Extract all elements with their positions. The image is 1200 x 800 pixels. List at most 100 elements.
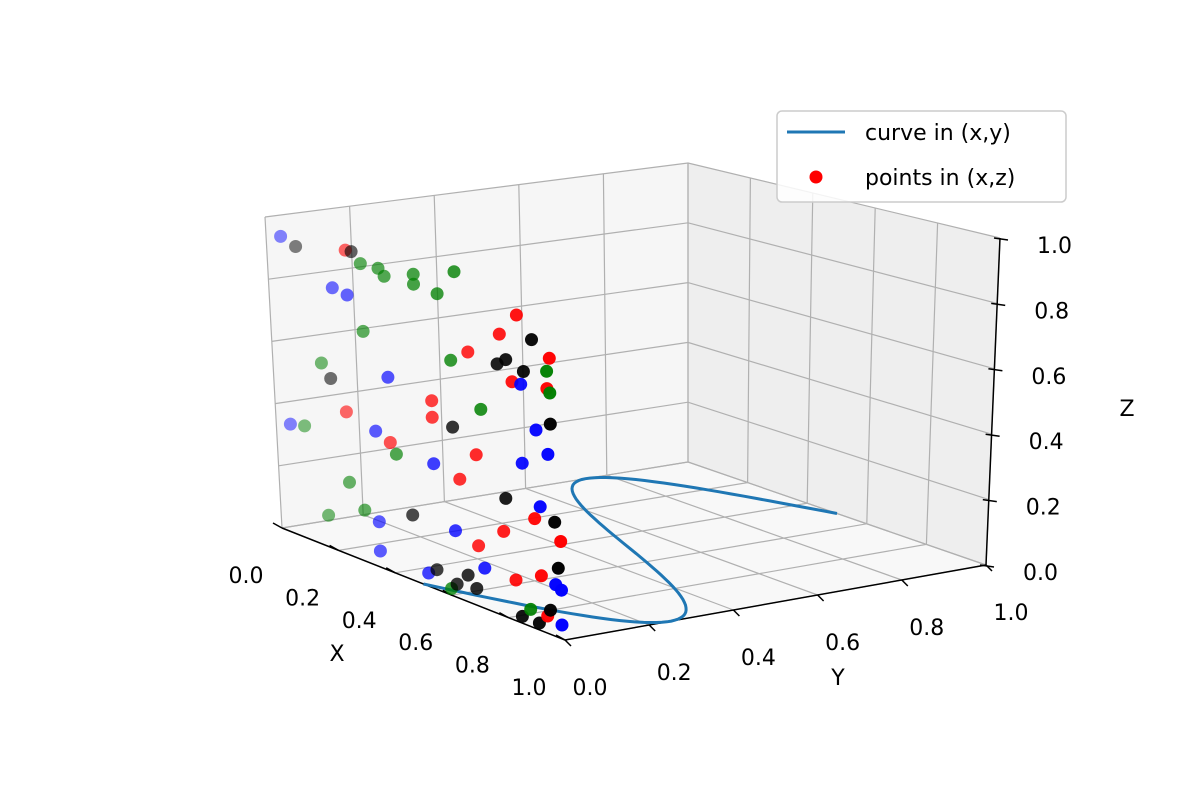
legend-label-points: points in (x,z)	[865, 166, 1015, 191]
grid-line-y	[602, 173, 903, 581]
scatter-point	[407, 277, 420, 291]
x-tick	[499, 611, 509, 619]
scatter-point	[314, 356, 328, 370]
scatter-point	[529, 423, 543, 437]
y-tick	[732, 609, 740, 617]
scatter-point	[339, 405, 353, 419]
tick-labels: 0.0 0.0 0.0 0.2 0.2 0.2 0.4 0.4 0.4 0.6 0.6 0.6 0.8 0…	[229, 234, 1073, 701]
scatter-point	[283, 417, 297, 431]
scatter-point	[543, 386, 557, 400]
y-tick	[648, 624, 656, 632]
scatter-point	[515, 456, 529, 470]
scatter-point	[499, 491, 513, 505]
scatter-point	[472, 539, 486, 553]
scatter-point	[540, 364, 554, 378]
scatter-point	[356, 324, 370, 338]
z-tick-label: 0.4	[1029, 430, 1064, 455]
scatter-point	[542, 351, 556, 365]
scatter-point	[544, 603, 557, 617]
scatter-point	[492, 327, 506, 341]
legend-marker-swatch	[809, 170, 823, 184]
scatter-point	[344, 245, 358, 259]
x-tick-label: 0.4	[342, 609, 377, 634]
y-tick-label: 0.0	[573, 676, 608, 701]
scatter-point	[353, 257, 367, 271]
y-tick-label: 1.0	[994, 601, 1029, 626]
scatter-point	[449, 524, 462, 538]
grid-line-y	[687, 163, 987, 566]
scatter-point	[406, 508, 420, 522]
scatter-point	[474, 402, 488, 416]
y-tick	[901, 579, 909, 587]
scatter-point	[543, 417, 557, 431]
z-tick-label: 1.0	[1037, 234, 1072, 259]
scatter-point	[516, 365, 530, 378]
z-axis-line	[985, 237, 1001, 566]
scatter-point	[425, 394, 439, 408]
z-tick	[985, 433, 1000, 437]
scatter-point	[369, 424, 383, 438]
y-tick-label: 0.6	[825, 631, 860, 656]
z-tick-label: 0.8	[1034, 299, 1069, 324]
legend-frame	[776, 110, 1067, 203]
scatter-point	[358, 503, 372, 517]
scatter-point	[469, 448, 483, 462]
grid-line-z	[264, 162, 1001, 239]
scatter-point	[444, 353, 458, 367]
grid-line-y	[518, 184, 818, 596]
curve-layer	[423, 476, 838, 624]
x-tick-label: 0.0	[229, 564, 264, 589]
scatter-point	[470, 582, 484, 595]
scatter-point	[430, 287, 444, 301]
x-tick	[385, 567, 396, 574]
z-tick	[982, 498, 997, 503]
z-tick	[993, 237, 1009, 241]
scatter-point	[446, 420, 460, 434]
x-tick-label: 0.2	[285, 586, 320, 611]
scatter-point	[377, 269, 391, 283]
scatter-point	[427, 457, 441, 471]
x-tick-label: 0.8	[455, 654, 490, 679]
z-tick	[988, 368, 1003, 372]
scatter-point	[461, 568, 475, 582]
y-tick	[985, 564, 993, 572]
x-tick	[555, 634, 566, 641]
scatter-point	[555, 583, 568, 597]
scatter-point	[340, 288, 354, 302]
y-tick	[564, 639, 572, 647]
scatter-point	[497, 524, 511, 538]
scatter-point	[450, 577, 464, 591]
scatter-point	[425, 410, 439, 424]
scatter-point	[325, 281, 339, 295]
scatter-point	[447, 265, 461, 279]
legend-label-curve: curve in (x,y)	[865, 121, 1011, 146]
scatter-point	[324, 372, 338, 385]
scatter-point	[528, 512, 542, 526]
scatter-point	[548, 515, 562, 529]
scatter-point	[289, 240, 303, 253]
scatter-point	[551, 561, 565, 575]
scatter-point	[541, 447, 555, 461]
scatter-point	[555, 618, 569, 632]
z-axis-label: Z	[1119, 397, 1134, 422]
legend: curve in (x,y) points in (x,z)	[776, 110, 1067, 203]
y-tick	[817, 594, 825, 602]
curve-line	[423, 476, 838, 624]
scatter-point	[534, 569, 548, 583]
z-tick-label: 0.0	[1023, 561, 1058, 586]
scatter-point	[461, 345, 475, 359]
points-layer	[274, 229, 569, 632]
scatter-point	[343, 475, 356, 489]
scatter-point	[514, 377, 528, 391]
scatter-point	[509, 573, 523, 587]
scatter-point	[525, 333, 538, 347]
scatter-point	[373, 544, 387, 558]
scatter-point	[298, 419, 312, 433]
x-tick	[272, 522, 283, 529]
scatter-point	[381, 370, 395, 384]
z-tick	[991, 302, 1006, 307]
x-axis-label: X	[329, 642, 344, 667]
x-tick	[329, 544, 339, 552]
scatter-point	[499, 353, 513, 367]
